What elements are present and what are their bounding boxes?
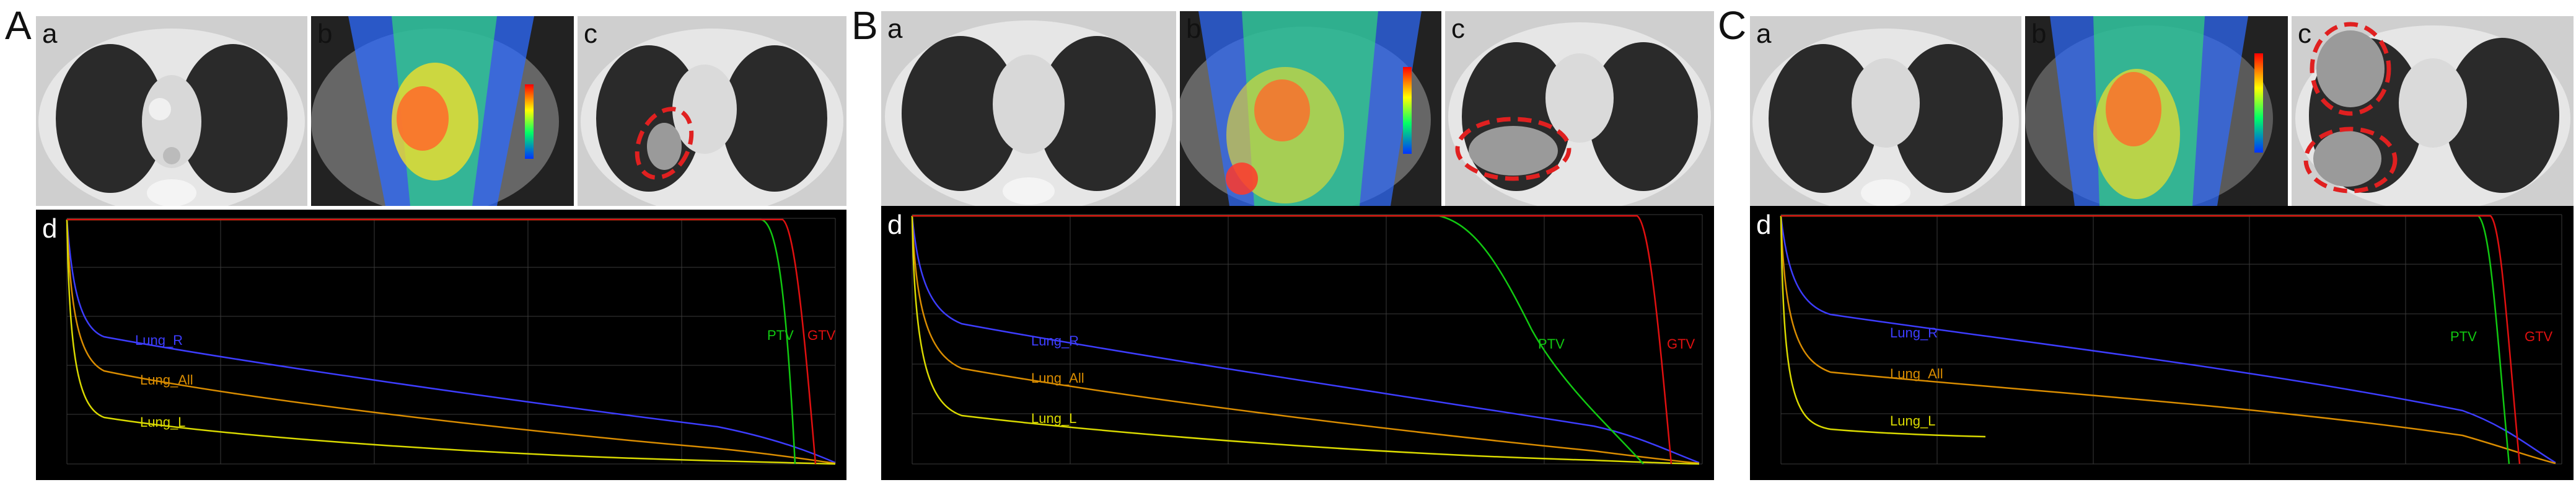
followup-ct-image-c: c (1445, 11, 1714, 206)
tile-label: a (887, 14, 903, 44)
figure-panel-c: C a b (1717, 0, 2576, 490)
dvh-plot: Lung_R Lung_All Lung_L PTV GTV (66, 218, 836, 465)
curve-label-lung-l: Lung_L (1890, 413, 1935, 429)
dvh-chart-d: d Lung_R Lung_All Lung_L PTV GTV (881, 206, 1714, 480)
followup-ct-illustration (1445, 11, 1714, 206)
dvh-plot: Lung_R Lung_All Lung_L PTV GTV (911, 214, 1703, 465)
dvh-plot: Lung_R Lung_All Lung_L PTV GTV (1780, 214, 2562, 465)
tile-label: c (1451, 14, 1465, 44)
dose-plan-illustration (1180, 11, 1441, 206)
panel-label: B (851, 3, 878, 48)
curve-label-ptv: PTV (767, 327, 794, 343)
curve-lung-l (911, 215, 1700, 465)
curve-lung-r (1780, 215, 2556, 464)
curve-label-ptv: PTV (2450, 329, 2477, 344)
ct-scan-illustration (1750, 16, 2021, 206)
curve-lung-r (911, 215, 1700, 464)
dose-distribution-image-b: b (2025, 16, 2288, 206)
tile-label: d (1756, 210, 1772, 240)
panel-label: A (5, 3, 32, 48)
curve-lung-all (911, 215, 1700, 465)
ct-lung-image-a: a (881, 11, 1176, 206)
curve-label-lung-all: Lung_All (1890, 366, 1943, 381)
curve-ptv (912, 215, 1644, 465)
curve-label-lung-r: Lung_R (1890, 325, 1938, 341)
curve-ptv (1781, 215, 2510, 465)
dose-plan-illustration (2025, 16, 2288, 206)
curve-gtv (912, 215, 1673, 465)
ct-scan-illustration (36, 16, 307, 206)
dose-distribution-image-b: b (311, 16, 574, 206)
ct-lung-image-a: a (1750, 16, 2021, 206)
curve-label-lung-all: Lung_All (1031, 370, 1084, 386)
curve-label-gtv: GTV (1667, 336, 1695, 352)
curve-lung-l (66, 219, 836, 465)
curve-gtv (67, 218, 817, 465)
followup-ct-image-c: c (2292, 16, 2574, 206)
tile-label: b (317, 19, 333, 49)
curve-lung-l (1780, 215, 1986, 438)
tile-label: c (2298, 19, 2311, 49)
curve-lung-r (66, 219, 836, 464)
dose-distribution-image-b: b (1180, 11, 1441, 206)
ct-lung-image-a: a (36, 16, 307, 206)
dose-plan-illustration (311, 16, 574, 206)
ct-scan-illustration (881, 11, 1176, 206)
curve-label-ptv: PTV (1538, 336, 1565, 352)
tile-label: a (1756, 19, 1772, 49)
tile-label: b (1186, 14, 1202, 44)
curve-label-lung-l: Lung_L (140, 414, 185, 430)
dvh-chart-d: d Lung_R Lung_All Lung_L PTV GTV (1750, 206, 2574, 480)
tile-label: d (42, 213, 58, 244)
curve-ptv (67, 218, 796, 465)
followup-ct-illustration (2292, 16, 2574, 206)
dvh-chart-d: d Lung_R Lung_All Lung_L PTV GTV (36, 210, 846, 480)
followup-ct-image-c: c (578, 16, 846, 206)
curve-label-lung-r: Lung_R (135, 332, 183, 348)
curve-label-lung-l: Lung_L (1031, 411, 1076, 426)
tile-label: c (584, 19, 597, 49)
tile-label: d (887, 210, 903, 240)
curve-gtv (1781, 215, 2521, 465)
curve-label-gtv: GTV (807, 327, 836, 343)
panel-label: C (1718, 3, 1747, 48)
curve-label-lung-all: Lung_All (140, 372, 193, 388)
curve-lung-all (1780, 215, 2556, 465)
figure-panel-a: A a (0, 0, 849, 490)
curve-lung-all (66, 219, 836, 465)
tile-label: a (42, 19, 58, 49)
tile-label: b (2031, 19, 2047, 49)
figure-panel-b: B a b (849, 0, 1717, 490)
curve-label-lung-r: Lung_R (1031, 333, 1079, 349)
followup-ct-illustration (578, 16, 846, 206)
curve-label-gtv: GTV (2525, 329, 2553, 344)
